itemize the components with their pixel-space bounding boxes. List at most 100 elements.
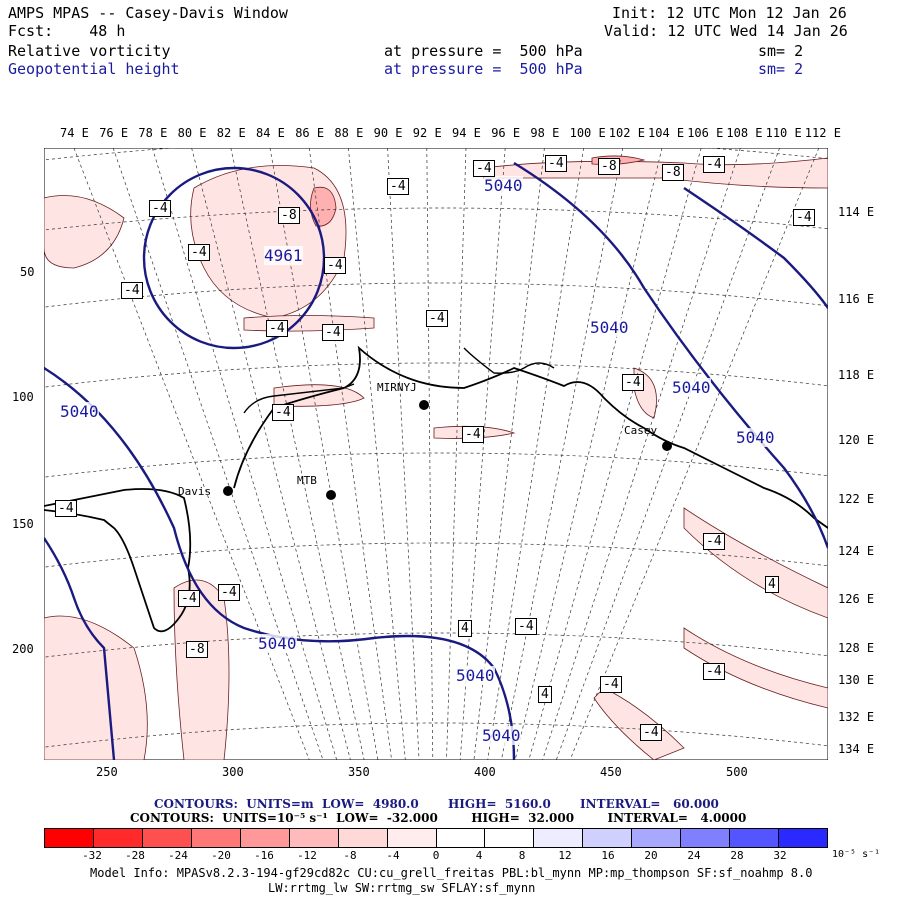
top-lon-label: 78 E — [138, 126, 168, 140]
model-info-line1: Model Info: MPASv8.2.3-194-gf29cd82c CU:… — [90, 866, 813, 880]
top-lon-label: 104 E — [648, 126, 685, 140]
colorbar-swatch — [632, 829, 682, 847]
top-lon-label: 98 E — [530, 126, 560, 140]
map-panel — [44, 148, 828, 760]
colorbar-swatch — [93, 829, 143, 847]
top-lon-label: 94 E — [452, 126, 481, 140]
height-label-5040: 5040 — [736, 428, 775, 447]
colorbar-tick-label: 8 — [518, 849, 526, 862]
station-casey-label: Casey — [624, 424, 658, 437]
colorbar-swatch — [534, 829, 584, 847]
right-lon-label: 134 E — [838, 742, 875, 756]
vort-label: -4 — [387, 178, 409, 195]
colorbar-tick-label: -8 — [343, 849, 357, 862]
colorbar-tick-label: -4 — [386, 849, 400, 862]
right-lon-label: 124 E — [838, 544, 875, 558]
init-time: Init: 12 UTC Mon 12 Jan 26 — [612, 4, 847, 22]
bottom-grid-label: 400 — [474, 765, 496, 779]
meridians — [73, 148, 820, 760]
vort-label: -4 — [426, 310, 448, 327]
colorbar-tick-label: 12 — [558, 849, 572, 862]
top-lon-label: 90 E — [373, 126, 403, 140]
field1-level: at pressure = 500 hPa — [384, 42, 583, 60]
top-lon-label: 86 E — [295, 126, 325, 140]
meridian-line — [230, 148, 365, 760]
vort-label: 4 — [538, 686, 552, 703]
vort-label: -8 — [662, 164, 684, 181]
right-lon-label: 122 E — [838, 492, 875, 506]
colorbar-tick-label: 4 — [475, 849, 483, 862]
colorbar-tick-label: 0 — [432, 849, 440, 862]
meridian-line — [555, 148, 780, 760]
colorbar-swatch — [289, 829, 339, 847]
vort-label: -4 — [793, 209, 815, 226]
meridian-line — [73, 148, 310, 760]
model-info-line2: LW:rrtmg_lw SW:rrtmg_sw SFLAY:sf_mynn — [268, 881, 536, 895]
right-lon-label: 114 E — [838, 205, 875, 219]
colorbar-swatch — [387, 829, 437, 847]
vort-label: -4 — [703, 533, 725, 550]
bottom-grid-label: 300 — [222, 765, 244, 779]
vort-label: -4 — [272, 404, 294, 421]
vort-label: -8 — [278, 207, 300, 224]
meridian-line — [473, 148, 545, 760]
right-lon-label: 130 E — [838, 673, 875, 687]
top-lon-label: 74 E — [60, 126, 89, 140]
height-label-5040: 5040 — [258, 634, 297, 653]
bottom-grid-label: 450 — [600, 765, 622, 779]
top-lon-label: 88 E — [334, 126, 364, 140]
height-label-5040: 5040 — [590, 318, 629, 337]
vort-label: -4 — [600, 676, 622, 693]
meridian-line — [459, 148, 506, 760]
top-lon-label: 108 E — [726, 126, 763, 140]
vort-label: 4 — [765, 576, 779, 593]
station-mirny-label: MIRNYJ — [377, 381, 417, 394]
bottom-grid-label: 250 — [96, 765, 118, 779]
vort-label: -4 — [462, 426, 484, 443]
vort-label: -4 — [55, 500, 77, 517]
colorbar-tick-label: -32 — [82, 849, 102, 862]
station-mtb-label: MTB — [297, 474, 317, 487]
colorbar-tick-label: 16 — [601, 849, 615, 862]
vorticity-colorbar — [44, 828, 828, 848]
colorbar-swatch — [681, 829, 731, 847]
height-label-5040: 5040 — [482, 726, 521, 745]
field2-name: Geopotential height — [8, 60, 180, 78]
colorbar-tick-label: -20 — [211, 849, 231, 862]
meridian-line — [152, 148, 338, 760]
colorbar-tick-label: 24 — [687, 849, 701, 862]
colorbar-swatch — [240, 829, 290, 847]
right-lon-label: 132 E — [838, 710, 875, 724]
colorbar-swatch — [583, 829, 633, 847]
forecast-hour: Fcst: 48 h — [8, 22, 126, 40]
vort-label: -4 — [473, 160, 495, 177]
coast-inland — [243, 347, 555, 414]
vort-label: 4 — [458, 620, 472, 637]
top-lon-label: 112 E — [804, 126, 841, 140]
bottom-grid-label: 350 — [348, 765, 370, 779]
field1-name: Relative vorticity — [8, 42, 171, 60]
colorbar-swatch — [191, 829, 241, 847]
left-grid-label: 150 — [12, 517, 34, 531]
colorbar-tick-label: 28 — [730, 849, 744, 862]
height-label-5040: 5040 — [672, 378, 711, 397]
meridian-line — [446, 148, 467, 760]
map-title: AMPS MPAS -- Casey-Davis Window — [8, 4, 288, 22]
meridian-line — [348, 148, 406, 760]
meridian-line — [501, 148, 624, 760]
right-lon-label: 128 E — [838, 641, 875, 655]
right-lon-label: 118 E — [838, 368, 875, 382]
left-grid-label: 200 — [12, 642, 34, 656]
right-lon-label: 116 E — [838, 292, 875, 306]
top-lon-label: 96 E — [491, 126, 521, 140]
vort-label: -4 — [218, 584, 240, 601]
colorbar-tick-label: -16 — [254, 849, 274, 862]
left-grid-label: 100 — [12, 390, 34, 404]
meridian-line — [387, 148, 420, 760]
meridian-line — [426, 148, 434, 760]
vort-label: -4 — [266, 320, 288, 337]
field2-smoothing: sm= 2 — [758, 60, 804, 78]
top-lon-label: 92 E — [412, 126, 442, 140]
vort-label: -4 — [121, 282, 143, 299]
colorbar-tick-label: -28 — [125, 849, 145, 862]
